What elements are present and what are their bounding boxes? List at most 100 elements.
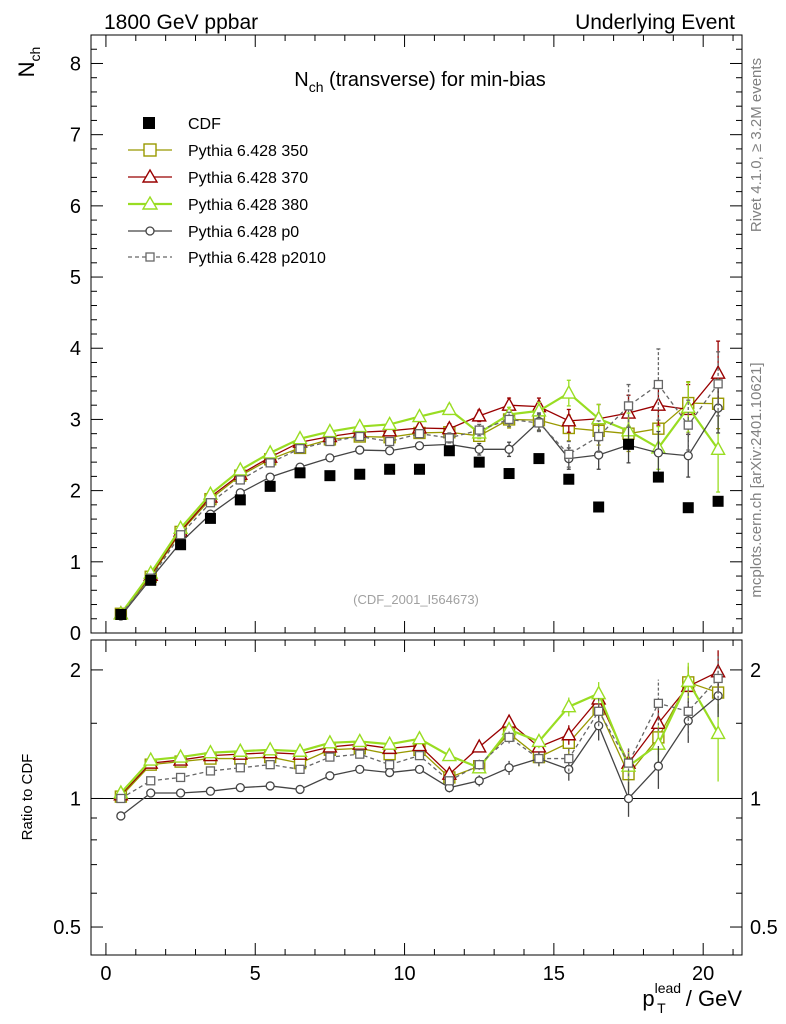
- ratio-point-pythia-6-428-380: [262, 741, 278, 756]
- ratio-y-tick-label: 0.5: [53, 917, 81, 939]
- ratio-point-pythia-6-428-p0: [474, 776, 484, 786]
- point-pythia-6-428-p0: [355, 445, 365, 455]
- point-pythia-6-428-380: [411, 408, 428, 423]
- point-pythia-6-428-380: [232, 461, 248, 476]
- ratio-point-pythia-6-428-380: [232, 742, 248, 757]
- ratio-y-tick-label: 1: [70, 788, 81, 810]
- ratio-point-pythia-6-428-380: [590, 685, 607, 700]
- x-tick-label: 10: [393, 963, 415, 985]
- point-cdf: [652, 471, 664, 483]
- main-series-group: [113, 340, 726, 621]
- point-pythia-6-428-380: [352, 418, 368, 433]
- point-cdf: [145, 574, 157, 586]
- series-cdf: [115, 438, 724, 620]
- ratio-point-pythia-6-428-370: [471, 738, 487, 753]
- point-pythia-6-428-p0: [414, 441, 425, 451]
- point-pythia-6-428-p2010: [653, 379, 664, 390]
- legend-label-p2010: Pythia 6.428 p2010: [188, 250, 326, 267]
- point-cdf: [384, 463, 396, 475]
- main-y-tick-label: 6: [70, 196, 81, 218]
- ratio-point-pythia-6-428-p0: [265, 781, 275, 791]
- point-pythia-6-428-p2010: [235, 475, 245, 485]
- legend-marker-cdf: [143, 117, 155, 129]
- ratio-point-pythia-6-428-p2010: [623, 758, 634, 768]
- main-title: Nch (transverse) for min-bias: [294, 69, 546, 95]
- ratio-series-pythia-6-428-380: [113, 662, 726, 799]
- point-pythia-6-428-370: [561, 412, 577, 427]
- point-cdf: [443, 445, 455, 457]
- point-pythia-6-428-380: [381, 415, 398, 431]
- ratio-point-pythia-6-428-380: [441, 747, 458, 762]
- point-pythia-6-428-p2010: [474, 425, 484, 435]
- legend: CDF Pythia 6.428 350 Pythia 6.428 370 Py…: [128, 116, 326, 267]
- analysis-watermark: (CDF_2001_I564673): [353, 592, 479, 607]
- point-cdf: [354, 468, 366, 480]
- point-pythia-6-428-p0: [384, 446, 395, 456]
- ratio-point-pythia-6-428-p2010: [295, 764, 305, 774]
- ratio-point-pythia-6-428-p0: [116, 811, 126, 821]
- ratio-point-pythia-6-428-p2010: [504, 732, 514, 743]
- main-y-tick-label: 7: [70, 125, 81, 147]
- ratio-point-pythia-6-428-p0: [235, 783, 245, 793]
- legend-label-380: Pythia 6.428 380: [188, 197, 308, 214]
- ratio-point-pythia-6-428-380: [352, 732, 368, 748]
- ratio-point-pythia-6-428-p0: [325, 771, 335, 781]
- ratio-point-pythia-6-428-p2010: [265, 760, 275, 770]
- point-pythia-6-428-p0: [325, 453, 335, 463]
- legend-marker-p2010: [145, 252, 155, 262]
- ratio-point-pythia-6-428-p2010: [474, 760, 484, 770]
- point-pythia-6-428-p2010: [564, 449, 574, 459]
- x-tick-label: 15: [543, 963, 565, 985]
- point-pythia-6-428-380: [262, 444, 278, 459]
- series-line-pythia-6-428-p2010: [120, 383, 719, 615]
- point-cdf: [175, 539, 187, 551]
- legend-marker-370: [141, 168, 159, 183]
- point-cdf: [682, 502, 694, 514]
- x-axis-label: plead T / GeV: [642, 980, 742, 1016]
- point-pythia-6-428-p0: [653, 448, 664, 458]
- main-y-tick-label: 0: [70, 623, 81, 645]
- legend-label-350: Pythia 6.428 350: [188, 143, 308, 160]
- header-right: Underlying Event: [575, 11, 735, 34]
- ratio-point-pythia-6-428-p2010: [384, 760, 395, 770]
- ratio-point-pythia-6-428-p2010: [683, 706, 693, 716]
- ratio-series-group: [113, 650, 726, 821]
- ratio-point-pythia-6-428-p2010: [205, 766, 216, 776]
- ratio-y-tick-label-right: 0.5: [750, 917, 778, 939]
- point-pythia-6-428-p2010: [355, 431, 365, 442]
- point-pythia-6-428-380: [561, 384, 577, 399]
- legend-marker-350: [143, 143, 157, 157]
- point-pythia-6-428-p2010: [295, 443, 305, 454]
- ratio-point-pythia-6-428-380: [411, 730, 428, 745]
- point-cdf: [294, 467, 306, 479]
- header-left: 1800 GeV ppbar: [104, 11, 258, 34]
- point-pythia-6-428-p0: [474, 444, 484, 454]
- x-tick-label: 20: [692, 963, 714, 985]
- point-cdf: [204, 512, 216, 524]
- main-y-tick-label: 2: [70, 481, 81, 503]
- point-pythia-6-428-370: [471, 407, 487, 422]
- point-cdf: [623, 438, 635, 450]
- series-pythia-6-428-380: [113, 379, 726, 620]
- point-pythia-6-428-p2010: [265, 458, 275, 468]
- point-cdf: [503, 468, 515, 480]
- ratio-point-pythia-6-428-p0: [623, 793, 634, 804]
- ratio-point-pythia-6-428-p2010: [116, 793, 126, 804]
- legend-marker-p0: [145, 226, 155, 236]
- ratio-axis-ticks: 0.5 0.51 12 20 5 10 15 20: [53, 640, 778, 985]
- ratio-point-pythia-6-428-p0: [653, 761, 664, 771]
- main-y-tick-label: 1: [70, 552, 81, 574]
- point-pythia-6-428-p2010: [623, 401, 634, 411]
- point-pythia-6-428-p0: [683, 451, 693, 461]
- ratio-point-pythia-6-428-p0: [414, 764, 425, 774]
- ratio-point-pythia-6-428-380: [322, 734, 338, 749]
- point-pythia-6-428-380: [590, 410, 607, 425]
- point-cdf: [712, 495, 724, 507]
- point-pythia-6-428-p2010: [534, 418, 544, 428]
- point-pythia-6-428-p2010: [683, 420, 693, 430]
- point-pythia-6-428-p2010: [325, 436, 335, 447]
- mcplots-label: mcplots.cern.ch [arXiv:2401.10621]: [748, 362, 765, 597]
- point-pythia-6-428-p0: [504, 444, 514, 454]
- legend-marker-380: [141, 195, 159, 210]
- ratio-point-pythia-6-428-p2010: [414, 750, 425, 761]
